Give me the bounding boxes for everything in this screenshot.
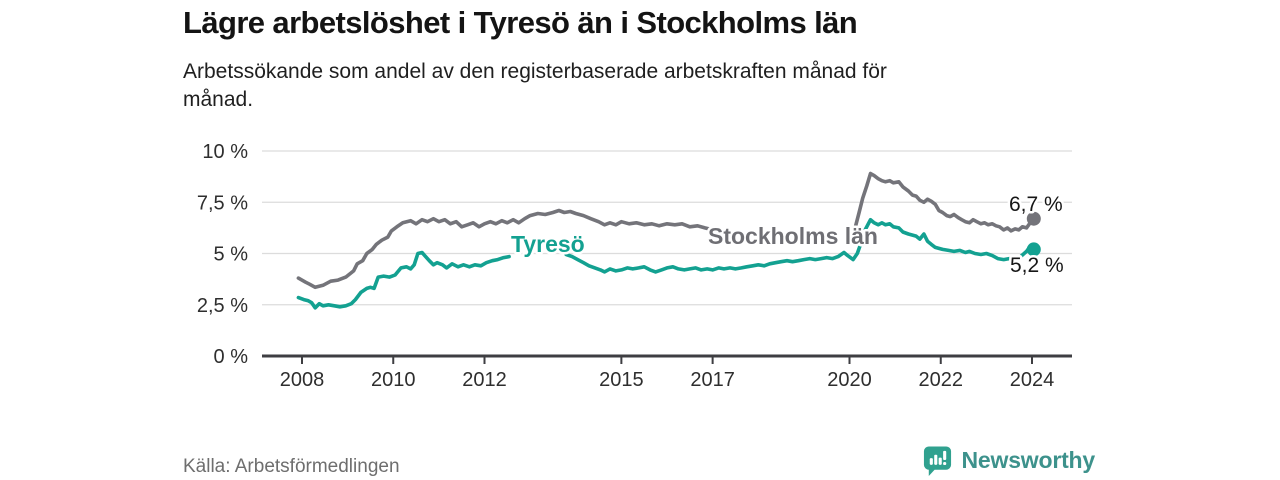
y-tick-label: 10 % [202, 141, 248, 163]
series-line-tyres- [296, 250, 511, 310]
chart-annotations: Tyresö Stockholms län 6,7 % 5,2 % [509, 191, 1067, 280]
x-tick-label: 2024 [1010, 369, 1055, 391]
y-tick-label: 5 % [214, 244, 249, 266]
newsworthy-brand: Newsworthy [922, 444, 1095, 477]
x-tick-label: 2020 [827, 369, 872, 391]
x-tick-label: 2022 [919, 369, 964, 391]
chart-subtitle: Arbetssökande som andel av den registerb… [183, 58, 887, 113]
subtitle-line-2: månad. [183, 87, 254, 111]
y-tick-label: 2,5 % [197, 295, 248, 317]
series-label-stockholms-lan: Stockholms län [708, 223, 878, 249]
y-tick-label: 0 % [214, 346, 249, 368]
x-tick-label: 2017 [690, 369, 735, 391]
end-value-label-tyreso: 5,2 % [1010, 254, 1064, 277]
x-tick-label: 2012 [462, 369, 507, 391]
x-tick-label: 2015 [599, 369, 644, 391]
page-title: Lägre arbetslöshet i Tyresö än i Stockho… [183, 5, 858, 40]
y-tick-label: 7,5 % [197, 192, 248, 214]
x-tick-label: 2010 [371, 369, 416, 391]
source-credit: Källa: Arbetsförmedlingen [183, 456, 400, 477]
series-line-stockholms-l-n [296, 208, 711, 290]
series-end-dot-stockholms-l-n [1026, 211, 1041, 226]
bar-chart-bubble-icon [923, 446, 951, 476]
series-line-stockholms-l-n [853, 171, 1036, 233]
end-value-label-stockholms-lan: 6,7 % [1009, 193, 1063, 216]
series-end-dot-tyres- [1026, 242, 1041, 257]
series-label-tyreso: Tyresö [511, 231, 585, 257]
x-tick-label: 2008 [280, 369, 325, 391]
subtitle-line-1: Arbetssökande som andel av den registerb… [183, 60, 887, 83]
newsworthy-wordmark: Newsworthy [961, 447, 1096, 473]
series-line-tyres- [564, 217, 1036, 274]
